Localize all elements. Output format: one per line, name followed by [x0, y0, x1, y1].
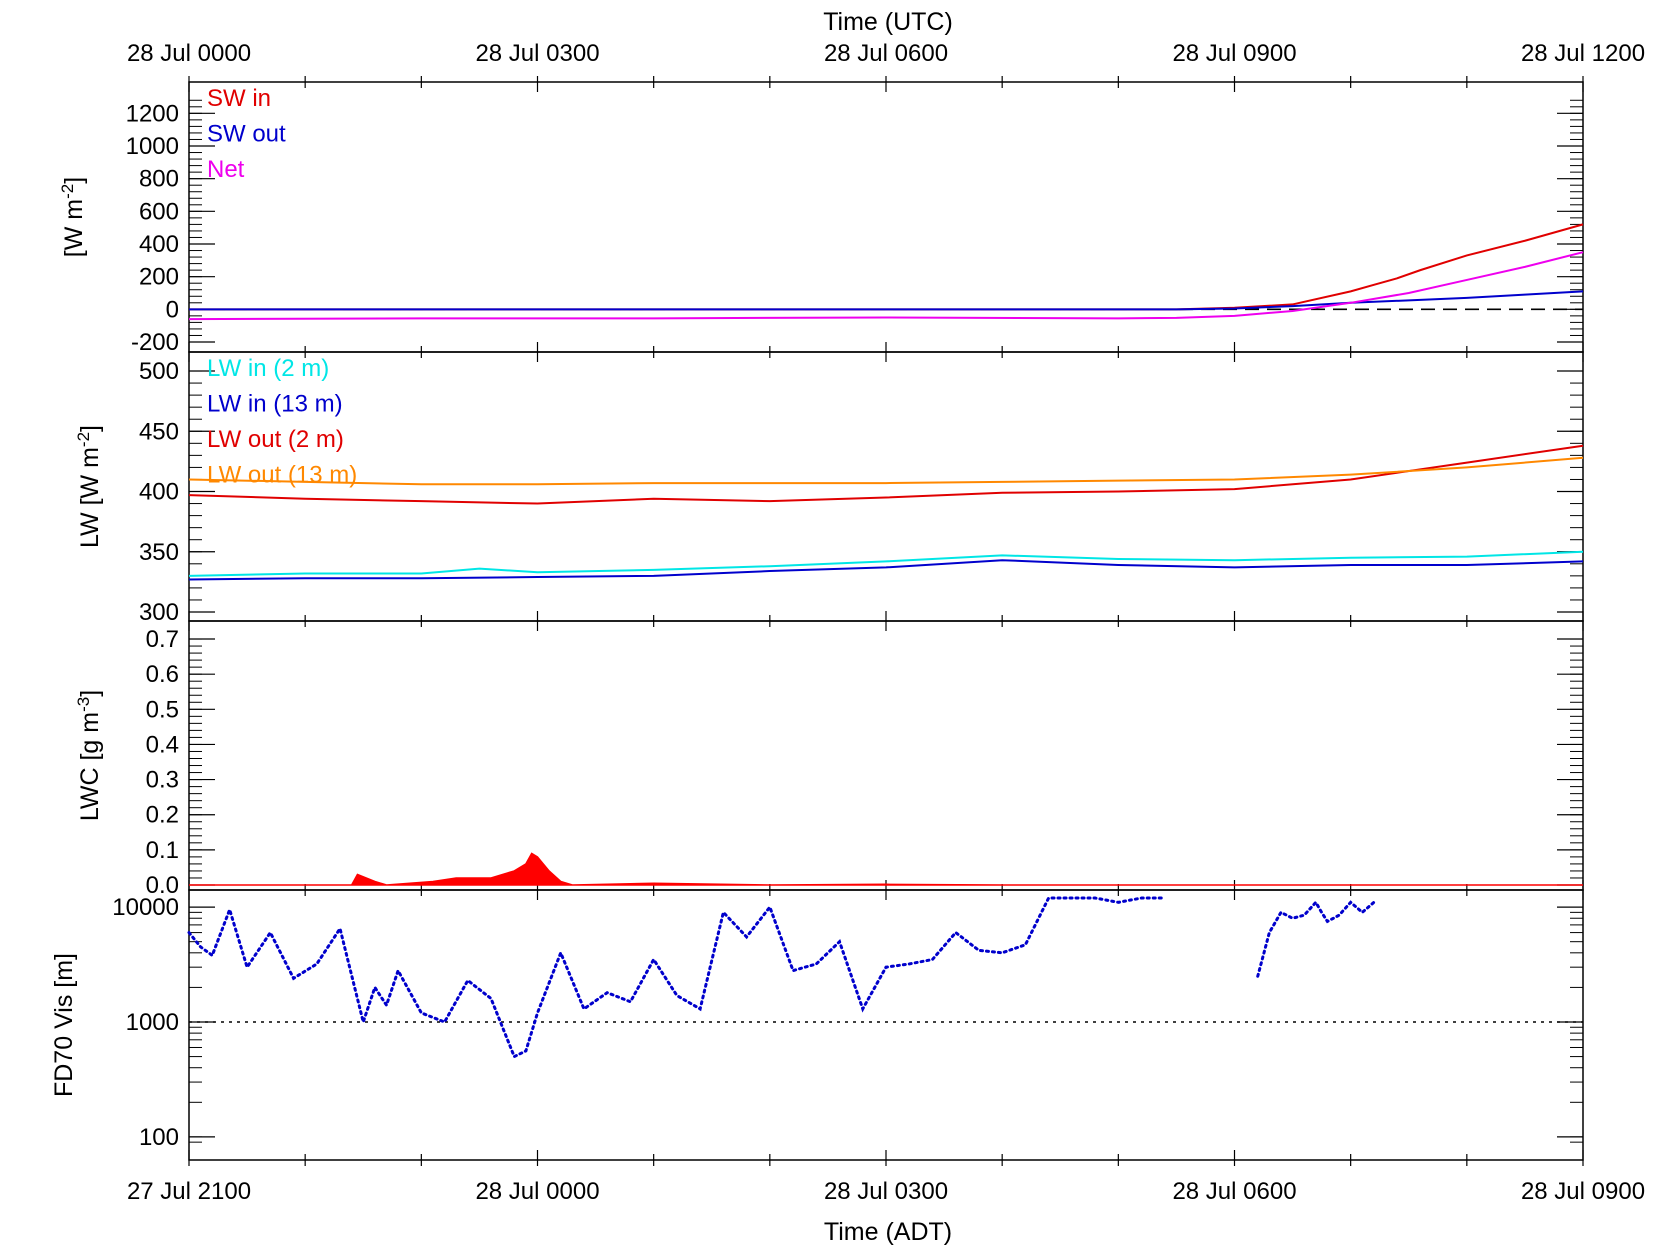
series-lw-0 [188, 550, 1584, 577]
y-tick-label: 200 [139, 264, 179, 291]
top-x-tick-label: 28 Jul 0000 [127, 40, 251, 67]
bottom-x-tick-label: 28 Jul 0600 [1172, 1178, 1296, 1205]
y-tick-label: 0.5 [146, 696, 179, 723]
y-tick-label: 1000 [126, 133, 179, 160]
y-tick-label: 350 [139, 539, 179, 566]
y-tick-label: 450 [139, 418, 179, 445]
y-tick-label: 500 [139, 358, 179, 385]
panel-lw: 300 350 400 450 500 LW in (2 m) LW in (13 m) LW… [74, 351, 1584, 626]
top-x-tick-label: 28 Jul 1200 [1521, 40, 1645, 67]
panel-frame [188, 889, 1584, 1161]
panel-frame [188, 351, 1584, 622]
panel-vis: 100 1000 10000 FD70 Vis [m] [50, 889, 1584, 1161]
panel-frame [188, 620, 1584, 891]
y-tick-label: 0.2 [146, 802, 179, 829]
panel-sw: -200 0 200 400 600 800 1000 1200 SW in SW out Net [… [58, 81, 1584, 356]
y-axis-label-lw: LW [W m-2] [74, 425, 104, 548]
bottom-x-tick-label: 27 Jul 2100 [127, 1178, 251, 1205]
y-tick-label: -200 [131, 329, 179, 356]
y-tick-label: 0 [166, 296, 179, 323]
bottom-x-tick-label: 28 Jul 0000 [475, 1178, 599, 1205]
panel-lwc: 0.0 0.1 0.2 0.3 0.4 0.5 0.6 0.7 LWC [g m-3] [74, 620, 1584, 899]
legend-entry: LW in (13 m) [207, 391, 343, 418]
series-lwc-0 [189, 852, 1583, 886]
top-x-tick-label: 28 Jul 0300 [475, 40, 599, 67]
bottom-x-tick-label: 28 Jul 0900 [1521, 1178, 1645, 1205]
top-axis-title: Time (UTC) [823, 8, 953, 36]
panels-group: -200 0 200 400 600 800 1000 1200 SW in SW out Net [… [50, 40, 1645, 1205]
legend-entry: LW in (2 m) [207, 355, 329, 382]
series-lw-1 [188, 559, 1584, 581]
y-tick-label: 400 [139, 479, 179, 506]
y-tick-label: 600 [139, 198, 179, 225]
series-sw-2 [188, 251, 1584, 321]
y-axis-label-lwc: LWC [g m-3] [74, 690, 104, 821]
y-tick-label: 10000 [112, 894, 179, 921]
y-tick-label: 0.1 [146, 837, 179, 864]
y-axis-label-sw: [W m-2] [58, 177, 88, 257]
y-tick-label: 100 [139, 1124, 179, 1151]
series-lw-2 [188, 444, 1584, 505]
y-tick-label: 0.4 [146, 731, 179, 758]
y-axis-label-vis: FD70 Vis [m] [50, 953, 78, 1097]
legend-entry: LW out (2 m) [207, 426, 344, 453]
series-sw-1 [189, 290, 1584, 311]
legend-entry: Net [207, 156, 245, 183]
bottom-axis-title: Time (ADT) [824, 1218, 952, 1245]
series-vis-0 [187, 896, 1167, 1059]
y-tick-label: 400 [139, 231, 179, 258]
y-tick-label: 0.0 [146, 872, 179, 899]
legend-entry: LW out (13 m) [207, 462, 357, 489]
series-sw-0 [189, 223, 1584, 311]
y-tick-label: 1000 [126, 1009, 179, 1036]
legend-entry: SW out [207, 121, 286, 148]
series-lw-3 [188, 456, 1584, 486]
y-tick-label: 300 [139, 599, 179, 626]
y-tick-label: 0.3 [146, 767, 179, 794]
y-tick-label: 0.7 [146, 626, 179, 653]
top-x-tick-label: 28 Jul 0900 [1172, 40, 1296, 67]
y-tick-label: 0.6 [146, 661, 179, 688]
legend-entry: SW in [207, 85, 271, 112]
y-tick-label: 800 [139, 166, 179, 193]
top-x-tick-label: 28 Jul 0600 [824, 40, 948, 67]
series-vis-1 [1256, 899, 1376, 978]
panel-frame [188, 81, 1584, 353]
bottom-x-tick-label: 28 Jul 0300 [824, 1178, 948, 1205]
y-tick-label: 1200 [126, 100, 179, 127]
